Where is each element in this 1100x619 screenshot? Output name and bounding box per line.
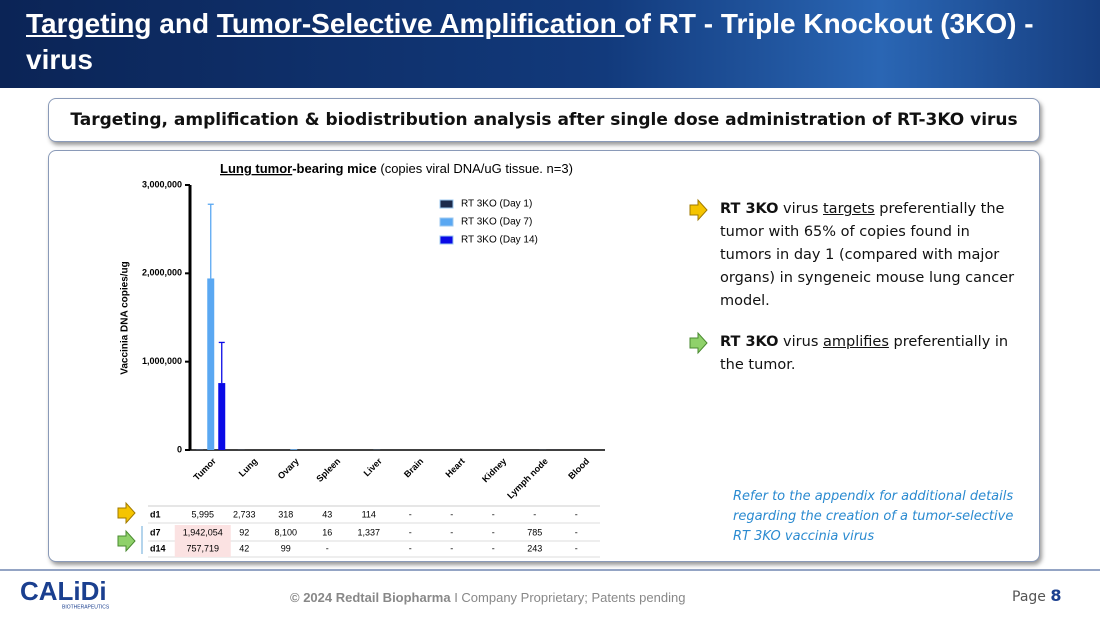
bullet-part: preferentially the tumor with 65% of cop… <box>720 201 1015 309</box>
logo-sub: BIOTHERAPEUTICS <box>62 604 110 610</box>
bullet-part: RT 3KO <box>720 201 779 217</box>
y-tick-label: 0 <box>177 444 182 454</box>
legend-label: RT 3KO (Day 7) <box>461 217 532 228</box>
bar <box>196 449 204 450</box>
bullet: RT 3KO virus targets preferentially the … <box>720 198 1020 313</box>
banner: Targeting, amplification & biodistributi… <box>48 98 1040 142</box>
bullet-part: RT 3KO <box>720 334 779 350</box>
y-tick-label: 3,000,000 <box>142 179 182 189</box>
table-cell: - <box>450 509 453 519</box>
chart-title-part: (copies viral DNA/uG tissue. n=3) <box>377 161 573 176</box>
bullet-part: targets <box>823 201 875 217</box>
header-band <box>0 0 1100 88</box>
x-tick-label: Kidney <box>480 456 508 484</box>
table-cell: 785 <box>527 527 542 537</box>
highlight-cell <box>174 541 231 557</box>
y-tick-label: 2,000,000 <box>142 268 182 278</box>
bullet-part: virus <box>778 334 823 350</box>
x-tick-label: Lung <box>237 456 260 479</box>
notice: I Company Proprietary; Patents pending <box>450 590 686 605</box>
chart-title-part: Lung tumor <box>220 161 292 176</box>
bar <box>218 383 226 450</box>
table-cell: - <box>326 543 329 553</box>
title-part: Tumor-Selective Amplification <box>216 8 625 39</box>
table-cell: - <box>450 543 453 553</box>
x-tick-label: Lymph node <box>505 456 550 501</box>
table-cell: 243 <box>527 543 542 553</box>
bar <box>290 449 298 450</box>
legend-swatch <box>439 199 454 209</box>
table-cell: 16 <box>322 527 332 537</box>
table-cell: 318 <box>278 509 293 519</box>
arrow-icon <box>689 331 708 355</box>
table-cell: 43 <box>322 509 332 519</box>
x-tick-label: Heart <box>443 456 466 479</box>
table-cell: - <box>409 543 412 553</box>
page-number: Page 8 <box>1012 586 1061 605</box>
x-tick-label: Tumor <box>191 456 218 483</box>
row-label: d7 <box>150 527 161 537</box>
bullet-part: amplifies <box>823 334 889 350</box>
page-num: 8 <box>1050 586 1062 605</box>
x-tick-label: Liver <box>362 456 385 479</box>
table-cell: - <box>575 543 578 553</box>
copyright: © 2024 Redtail Biopharma <box>290 590 451 605</box>
title-part: of RT - Triple Knockout (3KO) - virus <box>26 8 1034 75</box>
y-tick-label: 1,000,000 <box>142 356 182 366</box>
table-cell: 92 <box>239 527 249 537</box>
table-cell: - <box>492 527 495 537</box>
arrow-icon <box>117 501 136 525</box>
x-tick-label: Ovary <box>276 456 301 481</box>
table-cell: 5,995 <box>191 509 214 519</box>
table-cell: - <box>450 527 453 537</box>
legend-label: RT 3KO (Day 14) <box>461 235 538 246</box>
table-cell: - <box>492 509 495 519</box>
bullet: RT 3KO virus amplifies preferentially in… <box>720 331 1020 377</box>
arrow-icon <box>689 198 708 222</box>
table-cell: - <box>575 527 578 537</box>
legend-swatch <box>439 235 454 245</box>
table-cell: 8,100 <box>274 527 297 537</box>
arrow-icon <box>117 529 136 553</box>
table-cell: - <box>533 509 536 519</box>
table-cell: 42 <box>239 543 249 553</box>
footer-text: © 2024 Redtail Biopharma I Company Propr… <box>290 590 685 605</box>
bullet-part: virus <box>778 201 823 217</box>
row-label: d14 <box>150 543 166 553</box>
page-label: Page <box>1012 589 1051 605</box>
slide-title: Targeting and Tumor-Selective Amplificat… <box>26 6 1086 78</box>
legend-swatch <box>439 217 454 227</box>
table-cell: - <box>409 527 412 537</box>
table-cell: 99 <box>281 543 291 553</box>
table-cell: - <box>492 543 495 553</box>
x-tick-label: Brain <box>402 456 425 479</box>
note: Refer to the appendix for additional det… <box>733 489 1014 544</box>
table-cell: 1,337 <box>357 527 380 537</box>
row-label: d1 <box>150 509 161 519</box>
table-cell: - <box>409 509 412 519</box>
table-cell: 114 <box>362 509 376 519</box>
bullet-part: preferentially in the tumor. <box>720 334 1009 373</box>
table-cell: 2,733 <box>233 509 256 519</box>
x-tick-label: Spleen <box>314 456 342 484</box>
table-cell: - <box>575 509 578 519</box>
highlight-cell <box>174 525 231 541</box>
table-cell: 1,942,054 <box>183 527 223 537</box>
title-part: and <box>151 8 217 39</box>
logo: CALiDi <box>20 576 107 606</box>
legend-label: RT 3KO (Day 1) <box>461 199 532 210</box>
bar <box>207 278 215 450</box>
chart-title: Lung tumor-bearing mice (copies viral DN… <box>220 161 573 176</box>
title-part: Targeting <box>26 8 152 39</box>
x-tick-label: Blood <box>566 456 591 481</box>
chart-title-part: -bearing mice <box>292 161 377 176</box>
y-axis-label: Vaccinia DNA copies/ug <box>120 261 131 375</box>
table-cell: 757,719 <box>186 543 219 553</box>
